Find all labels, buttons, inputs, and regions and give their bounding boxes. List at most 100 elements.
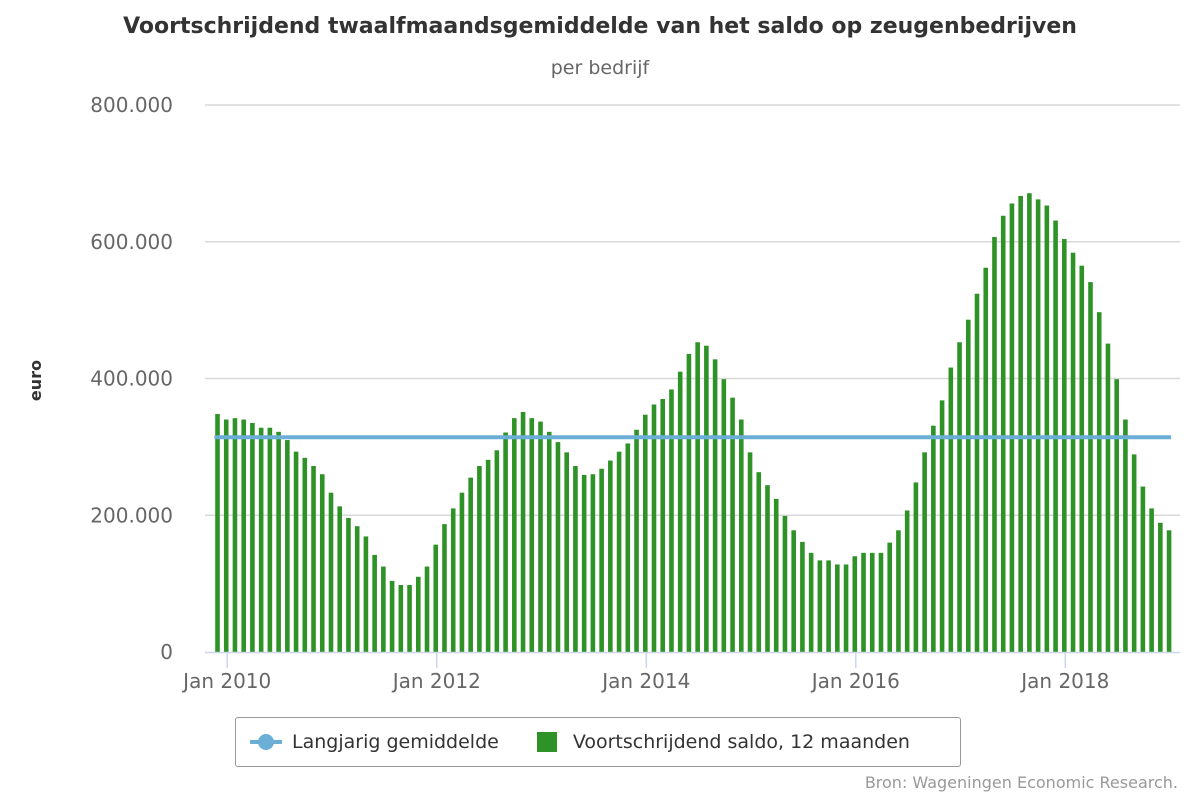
bar [739, 419, 744, 652]
bar [826, 560, 831, 652]
bar [765, 485, 770, 652]
bar [241, 419, 246, 652]
bar [1062, 239, 1067, 652]
bar [712, 359, 718, 652]
bar [669, 389, 674, 652]
bar [485, 459, 491, 652]
bar [590, 474, 596, 652]
bar [459, 492, 465, 652]
bar [398, 584, 404, 652]
y-tick-label: 600.000 [90, 230, 173, 254]
bar-series [215, 193, 1172, 653]
bar [642, 414, 648, 652]
bar [660, 399, 666, 652]
bar [223, 419, 229, 652]
bar [896, 530, 901, 652]
bar [285, 440, 290, 652]
bar [1123, 419, 1128, 652]
bar [887, 542, 893, 652]
y-tick-label: 0 [160, 640, 173, 664]
bar [232, 418, 238, 652]
bar [869, 552, 875, 652]
chart-subtitle: per bedrijf [550, 57, 650, 79]
bar [791, 530, 796, 652]
bar [817, 560, 823, 652]
bar [808, 552, 814, 652]
bar [538, 421, 543, 652]
legend-item-average[interactable]: Langjarig gemiddelde [250, 731, 499, 753]
bar [477, 466, 482, 652]
source-credit: Bron: Wageningen Economic Research. [864, 773, 1178, 792]
bar [503, 432, 508, 652]
bar [957, 342, 962, 652]
bar [555, 442, 561, 652]
bar [1096, 312, 1102, 652]
bar [904, 510, 910, 652]
x-tick-label: Jan 2016 [810, 669, 900, 693]
bar [835, 564, 840, 652]
bar [564, 452, 569, 652]
bar [974, 293, 980, 652]
legend: Langjarig gemiddelde Voortschrijdend sal… [235, 717, 961, 767]
bar [773, 498, 779, 652]
bar [1009, 203, 1015, 652]
bar [512, 418, 517, 652]
bar [800, 541, 805, 652]
bar [616, 451, 622, 652]
bar [651, 404, 657, 652]
bar [1070, 252, 1076, 652]
bar [677, 371, 683, 652]
bar [581, 474, 587, 652]
bar [939, 400, 945, 652]
legend-item-saldo[interactable]: Voortschrijdend saldo, 12 maanden [536, 731, 910, 753]
y-tick-label: 400.000 [90, 367, 173, 391]
bar [415, 576, 421, 652]
y-axis-label: euro [26, 359, 46, 401]
bar [468, 477, 473, 652]
bar [529, 418, 535, 652]
bar [1114, 379, 1119, 652]
bar [546, 431, 552, 652]
legend-label-average: Langjarig gemiddelde [292, 731, 499, 753]
bar [599, 468, 604, 652]
x-tick-label: Jan 2010 [181, 669, 271, 693]
bar [1158, 522, 1163, 652]
bar [1027, 193, 1032, 653]
bar [634, 429, 639, 652]
bar [354, 526, 360, 652]
bar [782, 515, 788, 652]
x-tick-label: Jan 2012 [391, 669, 481, 693]
y-tick-label: 200.000 [90, 503, 173, 527]
x-tick-label: Jan 2018 [1019, 669, 1109, 693]
x-tick-label: Jan 2014 [600, 669, 690, 693]
bar [913, 482, 919, 652]
bar [319, 474, 325, 652]
bar [608, 460, 613, 652]
bar [878, 552, 884, 652]
bar [293, 451, 299, 652]
bar [704, 345, 709, 652]
bar [922, 452, 927, 652]
bar [843, 564, 849, 652]
bar [1079, 265, 1085, 652]
bar [948, 367, 954, 652]
bar [215, 414, 220, 652]
bar [695, 342, 700, 652]
bar [494, 450, 500, 652]
bar [1166, 530, 1172, 652]
bar [747, 452, 753, 652]
bar [965, 319, 971, 652]
bar [1035, 199, 1041, 653]
bar [520, 412, 526, 652]
bar [267, 427, 273, 652]
bar [337, 506, 343, 652]
bar [756, 472, 762, 652]
bar [328, 492, 334, 652]
y-tick-label: 800.000 [90, 93, 173, 117]
bar [1000, 215, 1006, 652]
bar [1088, 282, 1093, 652]
bar [424, 566, 430, 652]
grid-lines [205, 104, 1180, 516]
legend-label-saldo: Voortschrijdend saldo, 12 maanden [572, 731, 910, 753]
bar [258, 427, 264, 652]
